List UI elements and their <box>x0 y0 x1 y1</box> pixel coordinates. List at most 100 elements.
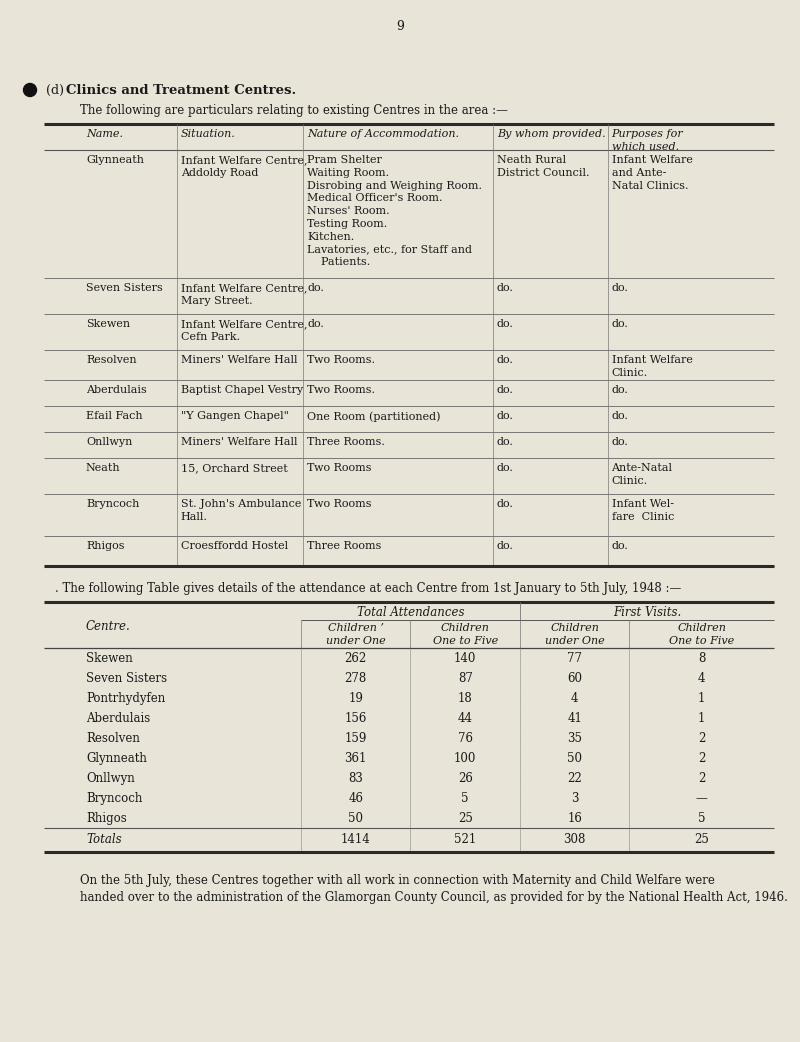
Text: 3: 3 <box>571 792 578 805</box>
Text: "Y Gangen Chapel": "Y Gangen Chapel" <box>181 411 289 421</box>
Text: 77: 77 <box>567 652 582 665</box>
Text: Rhigos: Rhigos <box>86 541 125 551</box>
Text: Infant Welfare
Clinic.: Infant Welfare Clinic. <box>611 355 693 378</box>
Text: Pontrhydyfen: Pontrhydyfen <box>86 692 166 705</box>
Text: 26: 26 <box>458 772 473 785</box>
Text: Nature of Accommodation.: Nature of Accommodation. <box>307 129 459 139</box>
Text: do.: do. <box>497 319 514 329</box>
Text: 521: 521 <box>454 833 476 846</box>
Text: Glynneath: Glynneath <box>86 752 147 765</box>
Text: Two Rooms.: Two Rooms. <box>307 355 375 365</box>
Text: 1: 1 <box>698 712 706 725</box>
Text: Skewen: Skewen <box>86 319 130 329</box>
Text: Infant Welfare Centre,
Addoldy Road: Infant Welfare Centre, Addoldy Road <box>181 155 307 178</box>
Text: Miners' Welfare Hall: Miners' Welfare Hall <box>181 355 298 365</box>
Text: do.: do. <box>497 355 514 365</box>
Text: Children ’
under One: Children ’ under One <box>326 623 386 646</box>
Text: 5: 5 <box>698 812 706 825</box>
Text: Three Rooms: Three Rooms <box>307 541 382 551</box>
Text: 25: 25 <box>458 812 473 825</box>
Text: Total Attendances: Total Attendances <box>357 606 464 619</box>
Text: do.: do. <box>611 411 629 421</box>
Text: Onllwyn: Onllwyn <box>86 437 132 447</box>
Text: 262: 262 <box>345 652 367 665</box>
Text: do.: do. <box>307 283 324 293</box>
Text: 50: 50 <box>567 752 582 765</box>
Text: Children
under One: Children under One <box>545 623 605 646</box>
Text: 83: 83 <box>348 772 363 785</box>
Text: Ante-Natal
Clinic.: Ante-Natal Clinic. <box>611 463 673 486</box>
Text: Efail Fach: Efail Fach <box>86 411 142 421</box>
Text: Croesffordd Hostel: Croesffordd Hostel <box>181 541 288 551</box>
Text: Name.: Name. <box>86 129 123 139</box>
Text: 1: 1 <box>698 692 706 705</box>
Text: Glynneath: Glynneath <box>86 155 144 165</box>
Text: Resolven: Resolven <box>86 731 140 745</box>
Text: 2: 2 <box>698 752 706 765</box>
Text: Resolven: Resolven <box>86 355 137 365</box>
Text: 44: 44 <box>458 712 473 725</box>
Text: Infant Welfare
and Ante-
Natal Clinics.: Infant Welfare and Ante- Natal Clinics. <box>611 155 693 191</box>
Text: do.: do. <box>497 437 514 447</box>
Text: Infant Welfare Centre,
Mary Street.: Infant Welfare Centre, Mary Street. <box>181 283 307 305</box>
Text: 140: 140 <box>454 652 476 665</box>
Text: Onllwyn: Onllwyn <box>86 772 134 785</box>
Text: (d): (d) <box>46 84 64 97</box>
Text: 2: 2 <box>698 731 706 745</box>
Text: Centre.: Centre. <box>86 620 130 632</box>
Text: 156: 156 <box>345 712 367 725</box>
Text: Infant Welfare Centre,
Cefn Park.: Infant Welfare Centre, Cefn Park. <box>181 319 307 342</box>
Circle shape <box>23 83 37 97</box>
Text: Seven Sisters: Seven Sisters <box>86 283 162 293</box>
Text: 2: 2 <box>698 772 706 785</box>
Text: 100: 100 <box>454 752 476 765</box>
Text: Totals: Totals <box>86 833 122 846</box>
Text: Two Rooms: Two Rooms <box>307 499 372 508</box>
Text: Miners' Welfare Hall: Miners' Welfare Hall <box>181 437 298 447</box>
Text: Infant Wel-
fare  Clinic: Infant Wel- fare Clinic <box>611 499 674 522</box>
Text: Children
One to Five: Children One to Five <box>433 623 498 646</box>
Text: 159: 159 <box>345 731 367 745</box>
Text: Neath: Neath <box>86 463 121 473</box>
Text: 8: 8 <box>698 652 706 665</box>
Text: The following are particulars relating to existing Centres in the area :—: The following are particulars relating t… <box>80 104 508 117</box>
Text: 50: 50 <box>348 812 363 825</box>
Text: Clinics and Treatment Centres.: Clinics and Treatment Centres. <box>66 84 296 97</box>
Text: —: — <box>696 792 708 805</box>
Text: 9: 9 <box>396 20 404 33</box>
Text: Pram Shelter
Waiting Room.
Disrobing and Weighing Room.
Medical Officer's Room.
: Pram Shelter Waiting Room. Disrobing and… <box>307 155 482 268</box>
Text: do.: do. <box>611 319 629 329</box>
Text: 18: 18 <box>458 692 473 705</box>
Text: do.: do. <box>611 384 629 395</box>
Text: Skewen: Skewen <box>86 652 133 665</box>
Text: Bryncoch: Bryncoch <box>86 792 142 805</box>
Text: 4: 4 <box>571 692 578 705</box>
Text: Bryncoch: Bryncoch <box>86 499 139 508</box>
Text: First Visits.: First Visits. <box>613 606 681 619</box>
Text: do.: do. <box>497 541 514 551</box>
Text: By whom provided.: By whom provided. <box>497 129 606 139</box>
Text: One Room (partitioned): One Room (partitioned) <box>307 411 441 422</box>
Text: Situation.: Situation. <box>181 129 236 139</box>
Text: Seven Sisters: Seven Sisters <box>86 672 167 685</box>
Text: Two Rooms.: Two Rooms. <box>307 384 375 395</box>
Text: 5: 5 <box>462 792 469 805</box>
Text: 1414: 1414 <box>341 833 370 846</box>
Text: 19: 19 <box>348 692 363 705</box>
Text: St. John's Ambulance
Hall.: St. John's Ambulance Hall. <box>181 499 302 522</box>
Text: Neath Rural
District Council.: Neath Rural District Council. <box>497 155 590 178</box>
Text: 361: 361 <box>345 752 367 765</box>
Text: do.: do. <box>497 283 514 293</box>
Text: 22: 22 <box>567 772 582 785</box>
Text: 4: 4 <box>698 672 706 685</box>
Text: do.: do. <box>611 541 629 551</box>
Text: 60: 60 <box>567 672 582 685</box>
Text: On the 5th July, these Centres together with all work in connection with Materni: On the 5th July, these Centres together … <box>80 874 788 903</box>
Text: do.: do. <box>497 463 514 473</box>
Text: Three Rooms.: Three Rooms. <box>307 437 385 447</box>
Text: 15, Orchard Street: 15, Orchard Street <box>181 463 288 473</box>
Text: Two Rooms: Two Rooms <box>307 463 372 473</box>
Text: . The following Table gives details of the attendance at each Centre from 1st Ja: . The following Table gives details of t… <box>55 582 682 595</box>
Text: 46: 46 <box>348 792 363 805</box>
Text: do.: do. <box>307 319 324 329</box>
